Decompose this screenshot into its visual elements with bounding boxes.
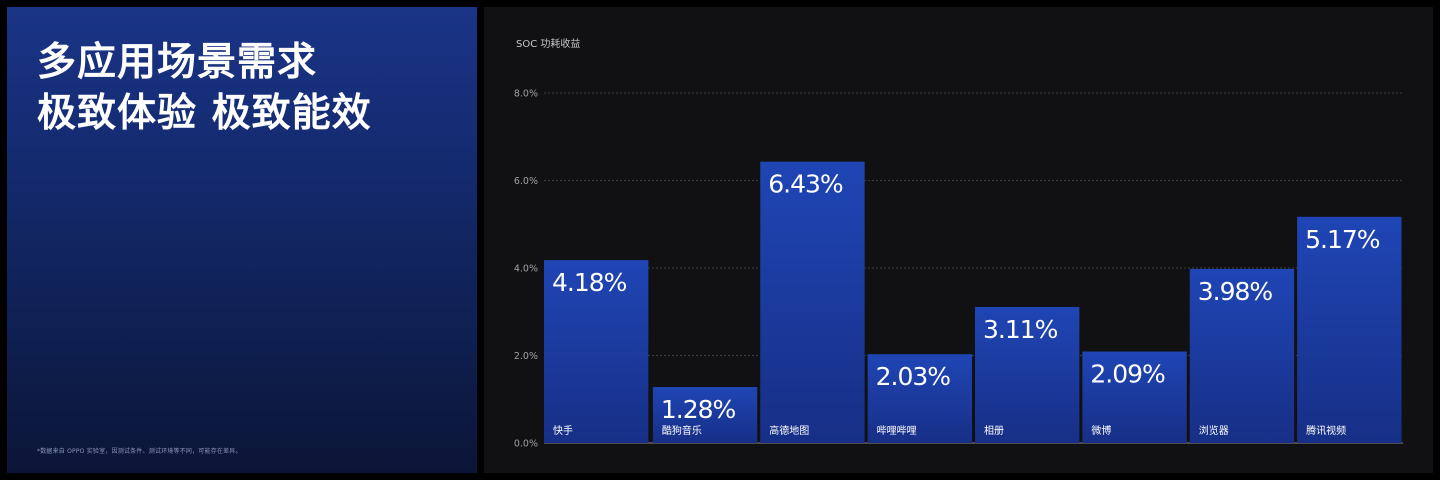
- bar: [975, 306, 1080, 443]
- headline-line-1: 多应用场景需求: [37, 40, 318, 85]
- bar-group: 5.17% 腾讯视频: [1297, 216, 1402, 443]
- y-tick-label: 8.0%: [514, 89, 538, 100]
- bar: [652, 387, 758, 443]
- bar-category-label: 高德地图: [769, 424, 809, 437]
- y-tick-label: 0.0%: [514, 439, 538, 450]
- bar-category-label: 酷狗音乐: [662, 424, 702, 437]
- headline: 多应用场景需求 极致体验 极致能效: [37, 37, 372, 139]
- bar-value-label: 3.11%: [983, 315, 1058, 344]
- bar-group: 2.03% 哔哩哔哩: [867, 354, 972, 443]
- bar-group: 6.43% 高德地图: [760, 161, 865, 443]
- y-tick-label: 4.0%: [514, 264, 538, 275]
- y-tick-label: 2.0%: [514, 351, 538, 362]
- headline-line-2: 极致体验 极致能效: [37, 91, 372, 136]
- bar-value-label: 5.17%: [1305, 225, 1380, 254]
- bar-value-label: 6.43%: [768, 170, 843, 199]
- bar: [867, 354, 972, 443]
- chart-title: SOC 功耗收益: [516, 37, 580, 50]
- bar-group: 3.98% 浏览器: [1189, 268, 1295, 443]
- bar-group: 2.09% 微博: [1082, 351, 1187, 443]
- bar-group: 1.28%酷狗音乐: [652, 387, 758, 443]
- bar: [1297, 216, 1402, 443]
- bar-category-label: 腾讯视频: [1306, 424, 1346, 437]
- bar-category-label: 相册: [984, 424, 1004, 437]
- bar-value-label: 2.03%: [876, 362, 951, 391]
- bar-category-label: 快手: [553, 424, 573, 437]
- footnote: *数据来自 OPPO 实验室，因测试条件、测试环境等不同，可能存在差异。: [37, 448, 242, 455]
- bar-value-label: 1.28%: [661, 395, 736, 424]
- headline-panel: 多应用场景需求 极致体验 极致能效 *数据来自 OPPO 实验室，因测试条件、测…: [7, 7, 477, 473]
- bar-category-label: 微博: [1091, 424, 1111, 437]
- chart-panel: SOC 功耗收益 0.0% 2.0% 4.0% 6.0% 8.0% 4.18% 快手 1.2…: [484, 7, 1433, 473]
- bar: [760, 161, 865, 443]
- bar-value-label: 2.09%: [1090, 360, 1165, 389]
- bar-category-label: 浏览器: [1199, 424, 1229, 437]
- y-tick-label: 6.0%: [514, 176, 538, 187]
- bar: [1189, 268, 1295, 443]
- bar-chart: SOC 功耗收益 0.0% 2.0% 4.0% 6.0% 8.0% 4.18% 快手 1.2…: [514, 37, 1403, 450]
- bar-group: 4.18% 快手: [544, 260, 649, 443]
- bar: [1082, 351, 1187, 443]
- bar-value-label: 4.18%: [552, 268, 627, 297]
- bar-category-label: 哔哩哔哩: [877, 424, 917, 437]
- bar: [544, 260, 649, 443]
- bar-value-label: 3.98%: [1198, 277, 1273, 306]
- bars: 4.18% 快手 1.28%酷狗音乐 6.43% 高德地图 2.03% 哔哩哔哩 3.11% 相…: [544, 161, 1402, 443]
- bar-group: 3.11% 相册: [975, 306, 1080, 443]
